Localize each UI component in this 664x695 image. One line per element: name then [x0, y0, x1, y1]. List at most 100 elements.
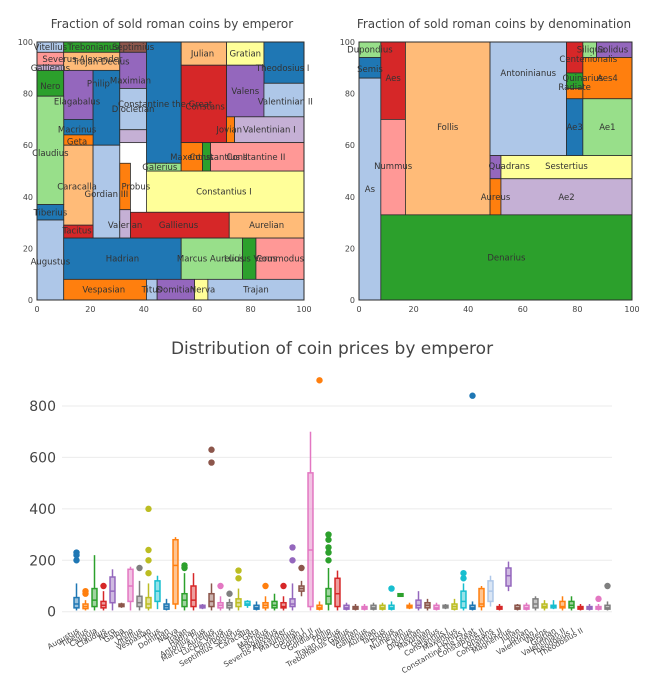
treemap-emperor-label: Vespasian — [82, 286, 125, 296]
box-body — [208, 592, 215, 608]
box-ytick: 600 — [29, 450, 56, 466]
box-outlier — [460, 569, 467, 577]
treemap-emperor-xtick: 40 — [139, 305, 149, 314]
treemap-emperor-xtick: 100 — [296, 305, 311, 314]
box-body — [172, 538, 179, 605]
treemap-denomination-label: Centenionalis — [559, 55, 617, 65]
treemap-denomination-label: Aureus — [481, 193, 511, 203]
treemap-emperor-label: Tacitus — [61, 226, 92, 236]
box-outlier — [325, 536, 332, 543]
treemap-emperor-label: Titus — [141, 286, 163, 296]
treemap-emperor-rect — [228, 211, 305, 239]
box-outlier — [100, 582, 107, 590]
box-outlier — [325, 531, 332, 538]
box-ytick: 200 — [29, 553, 56, 569]
box-body — [91, 587, 98, 608]
treemap-emperor-rect — [234, 116, 305, 144]
treemap-emperor-label: Constantius I — [196, 188, 252, 198]
treemap-denomination-xtick: 60 — [518, 305, 528, 314]
box-outlier — [298, 564, 305, 572]
treemap-emperor-ytick: 40 — [23, 193, 33, 202]
treemap-denomination-ytick: 60 — [345, 141, 355, 150]
box-body — [109, 576, 116, 604]
box-body — [478, 587, 485, 608]
treemap-emperor-label: Jovian — [215, 126, 242, 136]
treemap-denomination-ytick: 100 — [340, 38, 355, 47]
box-title: Distribution of coin prices by emperor — [171, 339, 493, 359]
treemap-emperor-rect — [63, 237, 182, 280]
treemap-denomination-xtick: 80 — [572, 305, 582, 314]
treemap-denomination-label: Antoninianus — [500, 69, 556, 79]
box-outlier — [181, 562, 188, 569]
treemap-emperor-label: Valentinian II — [258, 97, 313, 107]
treemap-emperor-rect — [63, 144, 94, 226]
treemap-emperor-label: Valerian — [108, 221, 142, 231]
treemap-emperor-label: Caracalla — [57, 182, 97, 192]
treemap-denomination-label: Dupondius — [347, 46, 393, 56]
box-body — [307, 472, 314, 608]
treemap-emperor-label: Valentinian I — [243, 126, 296, 136]
box-body — [190, 585, 197, 608]
treemap-emperor-label: Marcus Aurelius — [177, 255, 245, 265]
box-outlier — [289, 544, 296, 551]
treemap-emperor-label: Valens — [231, 87, 259, 97]
box-outlier — [136, 564, 143, 572]
treemap-denomination-rect — [380, 41, 406, 120]
treemap-emperor-label: Probus — [121, 182, 150, 192]
treemap-emperor-label: Claudius — [32, 149, 69, 159]
treemap-emperor-label: Aurelian — [249, 221, 284, 231]
treemap-emperor-ytick: 60 — [23, 141, 33, 150]
treemap-emperor-rect — [92, 69, 121, 146]
treemap-emperor-rect — [146, 170, 305, 213]
treemap-emperor-xtick: 60 — [192, 305, 202, 314]
treemap-emperor-rect — [263, 82, 305, 118]
treemap-emperor-rect — [226, 64, 265, 118]
box-outlier — [325, 557, 332, 564]
box-body — [73, 596, 80, 609]
treemap-emperor-label: Trebonianus — [66, 43, 119, 53]
box-outlier — [145, 505, 152, 513]
box-ytick: 0 — [47, 605, 56, 621]
treemap-emperor-label: Gratian — [229, 50, 261, 60]
treemap-denomination-label: Denarius — [487, 253, 526, 263]
box-body — [460, 590, 467, 609]
treemap-emperor-label: Domitian — [156, 286, 195, 296]
treemap-denomination-ytick: 80 — [345, 90, 355, 99]
box-outlier — [208, 459, 215, 466]
box-outlier — [280, 582, 287, 590]
treemap-emperor-label: Commodus — [256, 255, 305, 265]
treemap-emperor-label: Trajan — [242, 286, 269, 296]
box-outlier — [388, 585, 395, 592]
box-outlier — [604, 582, 611, 590]
treemap-denomination-label: Ae1 — [599, 123, 615, 133]
treemap-emperor-label: Hadrian — [106, 255, 139, 265]
treemap-denomination-label: As — [365, 185, 376, 195]
treemap-emperor-label: Vitellius — [34, 43, 68, 53]
treemap-denomination-rect — [380, 214, 633, 301]
box-outlier — [235, 575, 242, 582]
treemap-emperor-label: Gallienus — [31, 64, 71, 74]
box-outlier — [208, 446, 215, 453]
treemap-emperor-label: Gordian III — [85, 190, 129, 200]
treemap-emperor-ytick: 80 — [23, 90, 33, 99]
treemap-emperor-xtick: 80 — [246, 305, 256, 314]
treemap-denomination-label: Quinarius — [563, 74, 604, 84]
treemap-denomination-label: Siliqua — [577, 46, 605, 56]
treemap-denomination-rect — [582, 57, 633, 100]
treemap-emperor-label: Constantine the Great — [118, 100, 213, 110]
treemap-emperor-label: Nero — [40, 82, 60, 92]
treemap-denomination-ytick: 0 — [350, 296, 355, 305]
treemap-denomination-label: Ae3 — [567, 123, 583, 133]
box-outlier — [262, 582, 269, 590]
treemap-emperor-label: Julian — [190, 50, 214, 60]
treemap-emperor-title: Fraction of sold roman coins by emperor — [51, 17, 293, 31]
treemap-emperor-label: Diocletian — [112, 105, 155, 115]
box-body — [280, 601, 287, 609]
treemap-denomination-rect — [500, 178, 633, 216]
treemap-emperor-label: Tiberius — [33, 208, 68, 218]
treemap-denomination-xtick: 100 — [624, 305, 639, 314]
treemap-denomination-rect — [489, 41, 567, 156]
box-outlier — [73, 557, 80, 564]
treemap-denomination-ytick: 40 — [345, 193, 355, 202]
box-outlier — [595, 595, 602, 603]
